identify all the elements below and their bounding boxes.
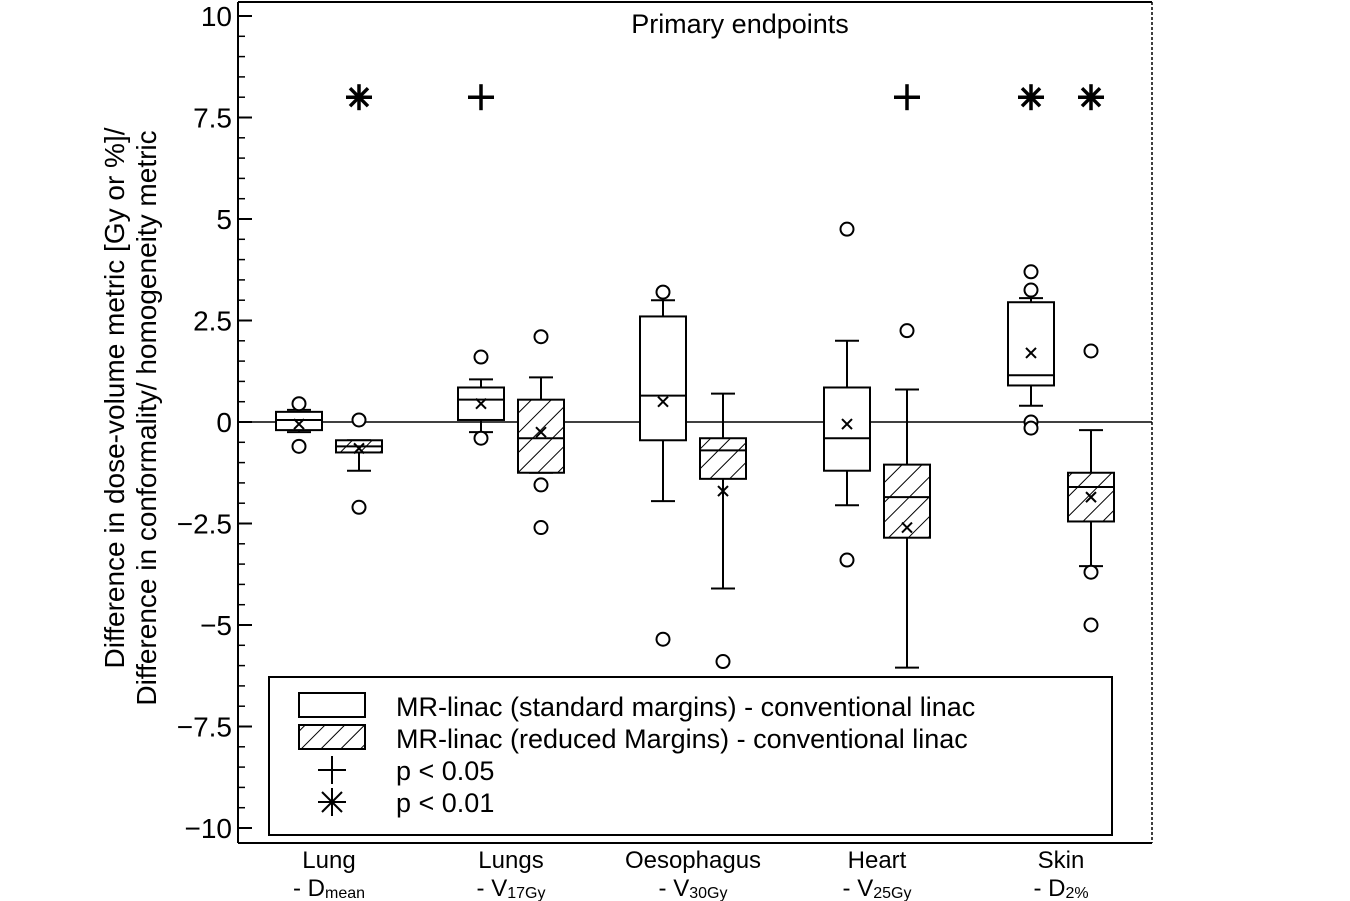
outlier-point [1083,343,1099,359]
x-category-metric: - V17Gy [477,875,546,901]
outlier-point [1023,264,1039,280]
y-tick-label: 0 [216,407,232,438]
y-axis-label-line2: Difference in conformality/ homogeneity … [131,130,162,705]
outlier-point [291,396,307,412]
outlier-point [473,430,489,446]
mean-marker [717,485,729,497]
box-standard-skin [1007,264,1055,436]
x-category-label: Heart [848,847,907,874]
outlier-point [1023,420,1039,436]
x-category-metric: - V25Gy [843,875,912,901]
outlier-point [655,284,671,300]
mean-marker [657,395,669,408]
x-category-label: Skin [1038,847,1085,874]
iqr-box [639,315,687,442]
chart-title: Primary endpoints [631,9,849,39]
outlier-point [533,477,549,493]
outlier-point [473,349,489,365]
significance-plus-marker [894,84,920,111]
y-tick-label: −10 [185,813,233,844]
outlier-point [533,520,549,536]
outlier-point [839,552,855,568]
x-category-metric: - D2% [1033,875,1088,901]
legend-label-standard: MR-linac (standard margins) - convention… [396,692,975,722]
outlier-point [1023,282,1039,298]
outlier-point [715,654,731,670]
mean-marker [1085,491,1097,503]
mean-marker [475,398,487,410]
significance-asterisk-marker [1018,84,1044,111]
iqr-box [699,437,747,480]
box-reduced-skin [1067,343,1115,633]
boxes [275,221,1115,670]
outlier-point [351,412,367,428]
box-standard-oesophagus [639,284,687,647]
y-tick-label: −7.5 [177,712,232,743]
x-category-metric: - Dmean [293,875,365,901]
mean-marker [901,521,913,534]
x-category-metric: - V30Gy [659,875,728,901]
legend-label-p005: p < 0.05 [396,756,494,786]
outlier-point [655,631,671,647]
outlier-point [1083,564,1099,580]
y-axis-label-line1: Difference in dose-volume metric [Gy or … [99,127,130,668]
x-category-label: Lungs [478,847,543,874]
legend-hatched-box-symbol [298,724,366,750]
outlier-point [839,221,855,237]
outlier-point [899,323,915,339]
y-tick-label: −5 [200,610,232,641]
box-standard-heart [823,221,871,568]
iqr-box [823,386,871,472]
legend-frame [268,676,1113,836]
outlier-point [351,499,367,515]
box-standard-lung [275,396,323,454]
iqr-box [517,398,565,474]
y-tick-label: 10 [201,1,232,32]
significance-asterisk-marker [346,84,372,111]
significance-markers [346,84,1104,111]
outlier-point [291,438,307,454]
legend: MR-linac (standard margins) - convention… [268,676,1113,836]
axes: 10 7.5 5 2.5 0 −2.5 −5 −7.5 −10 [177,1,1153,844]
x-category-label: Oesophagus [625,847,761,874]
legend-open-box-symbol [298,692,366,718]
box-standard-lungs [457,349,505,446]
mean-marker [841,418,853,430]
y-tick-label: 5 [216,204,232,235]
mean-marker [1025,347,1037,359]
significance-plus-marker [468,84,494,111]
outlier-point [1083,617,1099,633]
iqr-box [275,410,323,432]
iqr-box [1007,301,1055,387]
y-tick-label: 7.5 [193,103,232,134]
y-tick-label: 2.5 [193,306,232,337]
mean-marker [353,442,365,455]
box-reduced-lung [335,412,383,515]
legend-asterisk-symbol [318,788,346,816]
legend-plus-symbol [318,756,346,784]
x-axis-category-labels: Lung- Dmean Lungs- V17Gy Oesophagus- V30Gy… [293,847,1089,901]
legend-label-p001: p < 0.01 [396,788,494,818]
significance-asterisk-marker [1078,84,1104,111]
y-tick-label: −2.5 [177,509,232,540]
iqr-box [883,463,931,539]
mean-marker [293,418,305,430]
box-reduced-lungs [517,329,565,536]
box-reduced-heart [883,323,931,669]
legend-label-reduced: MR-linac (reduced Margins) - conventiona… [396,724,968,754]
mean-marker [535,426,547,438]
outlier-point [533,329,549,345]
x-category-label: Lung [302,847,355,874]
box-reduced-oesophagus [699,392,747,670]
